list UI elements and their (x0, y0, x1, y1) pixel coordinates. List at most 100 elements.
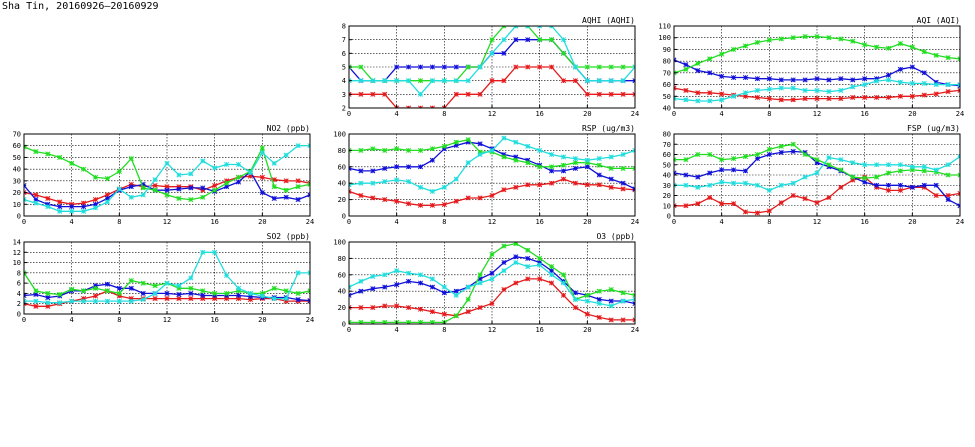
o3-x-tick-label: 16 (535, 326, 543, 334)
aqhi-series-cyan-point (501, 37, 507, 43)
fsp-series-cyan-point (766, 187, 772, 193)
no2-series-cyan-point (283, 152, 289, 158)
so2-series-green-point (140, 280, 146, 286)
o3-series-green-point (477, 272, 483, 278)
no2-series-green-point (283, 187, 289, 193)
aqi-series-green-point (885, 45, 892, 51)
fsp-series-red-point (838, 184, 844, 190)
no2-series-cyan-point (104, 199, 110, 205)
aqhi-series-red-point (358, 91, 364, 97)
aqi-series-blue-point (921, 70, 927, 76)
o3-series-cyan-point (417, 272, 424, 278)
no2-series-cyan-point (57, 208, 63, 214)
no2-series-blue-point (92, 201, 99, 207)
so2-series-green-point (128, 278, 134, 284)
o3-series-red-point (417, 306, 424, 312)
aqi-series-cyan-point (945, 82, 951, 88)
rsp-series-red-point (441, 201, 447, 208)
o3-series-red-point (501, 287, 507, 293)
o3-series-red-point (584, 311, 590, 317)
rsp-series-red-point (453, 198, 459, 204)
so2-series-green-point (33, 288, 39, 294)
aqi-series-green-point (683, 66, 689, 72)
fsp-series-red-point (778, 200, 784, 206)
no2-series-blue-point (45, 201, 51, 207)
aqi-series-cyan-point (874, 78, 880, 84)
aqi-series-cyan-point (778, 85, 784, 91)
fsp-series-blue-point (742, 168, 749, 174)
fsp-series-green-point (683, 157, 689, 163)
no2-series-green-point (176, 195, 182, 201)
o3-series-green-point (560, 272, 567, 278)
rsp-series-cyan-point (477, 151, 483, 158)
aqhi-series-blue-point (513, 37, 519, 43)
o3-series-cyan-point (453, 292, 459, 298)
so2-y-tick-label: 2 (17, 300, 21, 308)
aqi-series-red-point (814, 96, 820, 102)
fsp-series-cyan-point (826, 155, 832, 161)
no2-series-red-point (283, 178, 289, 184)
aqi-series-blue-point (885, 72, 892, 78)
aqi-series-cyan-point (683, 97, 689, 103)
rsp-series-red-point (417, 202, 424, 208)
o3-series-green-point (358, 319, 364, 324)
no2-series-cyan-point (81, 208, 87, 214)
rsp-series-blue-point (525, 157, 531, 163)
aqhi-series-blue-point (417, 64, 424, 70)
aqi-series-cyan-point (754, 87, 760, 93)
rsp-series-blue-point (453, 142, 459, 149)
aqhi-series-red-point (572, 78, 578, 84)
so2-x-tick-label: 4 (70, 316, 74, 324)
no2-series-red-point (164, 184, 170, 190)
no2-series-blue-point (235, 179, 242, 185)
rsp-series-green-point (501, 154, 507, 160)
no2-series-green-point (200, 194, 206, 200)
rsp-series-green-point (608, 165, 614, 171)
rsp-y-tick-label: 0 (342, 213, 346, 221)
fsp-series-green-point (742, 153, 749, 160)
aqhi-y-tick-label: 6 (342, 50, 346, 58)
so2-series-red-point (235, 296, 242, 302)
o3-series-red-point (620, 317, 626, 323)
aqhi-series-blue-point (406, 64, 412, 70)
so2-series-cyan-point (176, 283, 182, 289)
rsp-series-green-point (370, 146, 376, 152)
no2-series-cyan-point (188, 171, 194, 177)
aqhi-series-cyan-point (596, 78, 602, 84)
fsp-series-green-point (802, 151, 808, 158)
no2-x-tick-label: 4 (70, 218, 74, 226)
aqhi-series-cyan-point (453, 78, 459, 84)
fsp-series-cyan-point (921, 164, 927, 170)
o3-series-red-point (537, 276, 543, 282)
no2-series-blue-point (140, 181, 146, 187)
no2-series-cyan-point (33, 200, 39, 206)
so2-series-cyan-point (212, 249, 218, 255)
so2-series-blue-point (247, 293, 253, 300)
fsp-series-green-point (862, 175, 868, 181)
aqi-series-cyan-point (790, 85, 796, 91)
no2-series-green-point (81, 166, 87, 172)
aqi-series-red-point (933, 91, 939, 97)
aqi-series-cyan-point (719, 97, 725, 103)
no2-series-blue-point (176, 186, 182, 192)
o3-series-red-point (406, 305, 412, 311)
aqi-series-blue-point (862, 76, 868, 82)
so2-series-cyan-point (92, 298, 99, 304)
no2-series-blue-point (259, 190, 265, 196)
so2-series-cyan-point (188, 275, 194, 281)
fsp-series-blue-point (814, 160, 820, 166)
aqhi-y-tick-label: 4 (342, 77, 346, 85)
so2-series-red-point (92, 293, 99, 299)
o3-series-red-point (358, 305, 364, 311)
aqi-series-cyan-point (897, 79, 903, 85)
so2-series-cyan-point (140, 297, 146, 303)
rsp-series-cyan-point (549, 151, 555, 158)
o3-series-red-point (429, 309, 435, 315)
aqhi-series-red-point (549, 64, 555, 70)
rsp-series-green-point (441, 143, 447, 149)
so2-series-cyan-point (104, 298, 110, 304)
aqi-series-red-point (909, 93, 915, 99)
aqhi-series-red-point (620, 91, 626, 97)
o3-series-cyan-point (572, 296, 578, 302)
no2-series-cyan-point (176, 172, 182, 178)
